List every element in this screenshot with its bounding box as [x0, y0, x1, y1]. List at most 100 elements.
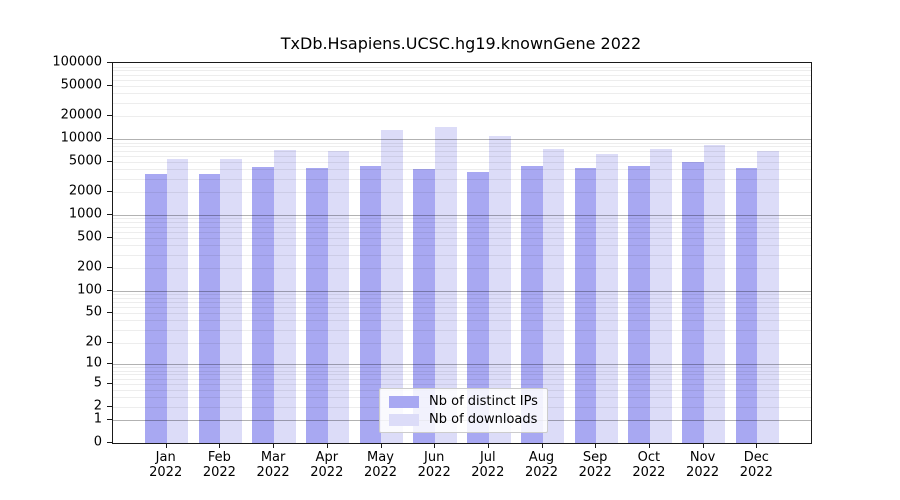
x-tick-month: Mar [260, 450, 286, 465]
y-tick-label: 1 [93, 411, 102, 427]
y-tick-label: 0 [93, 434, 102, 450]
bar-distinct-ips-apr [306, 167, 328, 443]
x-tick-year: 2022 [202, 465, 236, 480]
y-tick-mark [107, 405, 112, 407]
x-tick-label-feb: Feb 2022 [184, 450, 254, 480]
x-tick-year: 2022 [363, 465, 398, 480]
x-tick-label-jan: Jan 2022 [131, 450, 201, 480]
x-tick-label-may: May 2022 [346, 450, 416, 480]
legend-swatch-distinct-ips [389, 395, 419, 408]
x-tick-year: 2022 [471, 465, 505, 480]
x-tick-mark [595, 443, 597, 448]
gridline-minor [113, 85, 811, 87]
y-tick-mark [107, 84, 112, 86]
gridline-minor [113, 93, 811, 95]
bar-distinct-ips-nov [681, 161, 704, 443]
x-tick-mark [487, 443, 489, 448]
gridline-major [113, 139, 811, 140]
x-tick-label-mar: Mar 2022 [238, 450, 308, 480]
x-tick-mark [541, 443, 543, 448]
y-tick-label: 20 [85, 334, 102, 349]
bar-downloads-jul [488, 135, 511, 443]
y-tick-mark [107, 362, 112, 364]
bar-downloads-jan [166, 159, 189, 443]
x-tick-month: Jul [479, 450, 496, 465]
legend-item-distinct-ips: Nb of distinct IPs [389, 394, 538, 409]
y-tick-mark [107, 214, 112, 215]
x-tick-year: 2022 [417, 465, 451, 480]
bar-distinct-ips-jun [413, 168, 436, 443]
y-tick-label: 2000 [68, 183, 102, 199]
gridline-minor [113, 116, 811, 118]
x-tick-month: Feb [207, 450, 231, 465]
x-tick-year: 2022 [632, 465, 666, 480]
y-tick-mark [107, 236, 112, 238]
y-tick-label: 1000 [68, 206, 102, 222]
y-tick-mark [107, 382, 112, 384]
bar-distinct-ips-mar [252, 166, 275, 443]
bar-distinct-ips-sep [574, 168, 597, 443]
x-tick-year: 2022 [739, 465, 773, 480]
x-tick-month: Dec [743, 450, 769, 465]
gridline-minor [113, 70, 811, 72]
legend-swatch-downloads [389, 413, 419, 426]
y-tick-label: 10 [85, 355, 102, 371]
bar-downloads-apr [327, 151, 350, 443]
gridline-minor [113, 142, 811, 144]
bar-downloads-dec [757, 151, 779, 443]
x-tick-mark [165, 443, 167, 448]
x-tick-mark [219, 443, 221, 448]
gridline-minor [113, 74, 811, 76]
y-tick-mark [107, 442, 112, 443]
x-tick-year: 2022 [256, 465, 290, 480]
bar-downloads-aug [542, 148, 565, 443]
legend: Nb of distinct IPs Nb of downloads [379, 388, 548, 433]
legend-label-downloads: Nb of downloads [429, 412, 538, 427]
x-tick-month: Nov [689, 450, 716, 465]
x-tick-label-oct: Oct 2022 [614, 450, 684, 480]
x-tick-year: 2022 [524, 465, 559, 480]
x-tick-label-apr: Apr 2022 [292, 450, 362, 480]
y-tick-label: 100000 [52, 54, 102, 70]
x-tick-label-jun: Jun 2022 [399, 450, 469, 480]
y-tick-mark [107, 62, 112, 63]
x-tick-mark [434, 443, 436, 448]
x-tick-month: Jan [155, 450, 176, 465]
y-tick-mark [107, 312, 112, 314]
x-tick-label-nov: Nov 2022 [668, 450, 738, 480]
x-tick-mark [648, 443, 650, 448]
y-tick-mark [107, 160, 112, 162]
y-tick-label: 50 [85, 304, 102, 320]
x-tick-month: Sep [582, 450, 608, 465]
bar-downloads-oct [649, 148, 672, 443]
gridline-minor [113, 66, 811, 68]
y-tick-mark [107, 138, 112, 139]
y-tick-mark [107, 267, 112, 268]
legend-item-downloads: Nb of downloads [389, 412, 538, 427]
x-tick-mark [273, 443, 275, 448]
bar-distinct-ips-aug [520, 166, 543, 443]
bar-downloads-mar [274, 149, 296, 443]
bar-distinct-ips-dec [735, 168, 758, 443]
x-tick-label-dec: Dec 2022 [721, 450, 791, 480]
bar-downloads-feb [220, 158, 243, 443]
y-tick-mark [107, 191, 112, 193]
y-tick-label: 100 [77, 282, 102, 298]
x-tick-mark [756, 443, 758, 448]
y-tick-label: 5000 [68, 153, 102, 169]
y-tick-mark [107, 289, 112, 291]
y-tick-label: 50000 [60, 77, 102, 93]
bar-downloads-jun [435, 126, 457, 443]
x-tick-month: Jun [424, 450, 445, 465]
bar-distinct-ips-jan [144, 173, 167, 443]
x-tick-month: May [367, 450, 394, 465]
x-tick-label-jul: Jul 2022 [453, 450, 523, 480]
x-tick-year: 2022 [686, 465, 720, 480]
y-tick-label: 5 [93, 375, 102, 391]
x-tick-year: 2022 [149, 465, 183, 480]
x-tick-mark [326, 443, 328, 448]
plot-area [112, 62, 812, 444]
bar-downloads-nov [703, 144, 726, 443]
y-tick-label: 500 [77, 229, 102, 245]
